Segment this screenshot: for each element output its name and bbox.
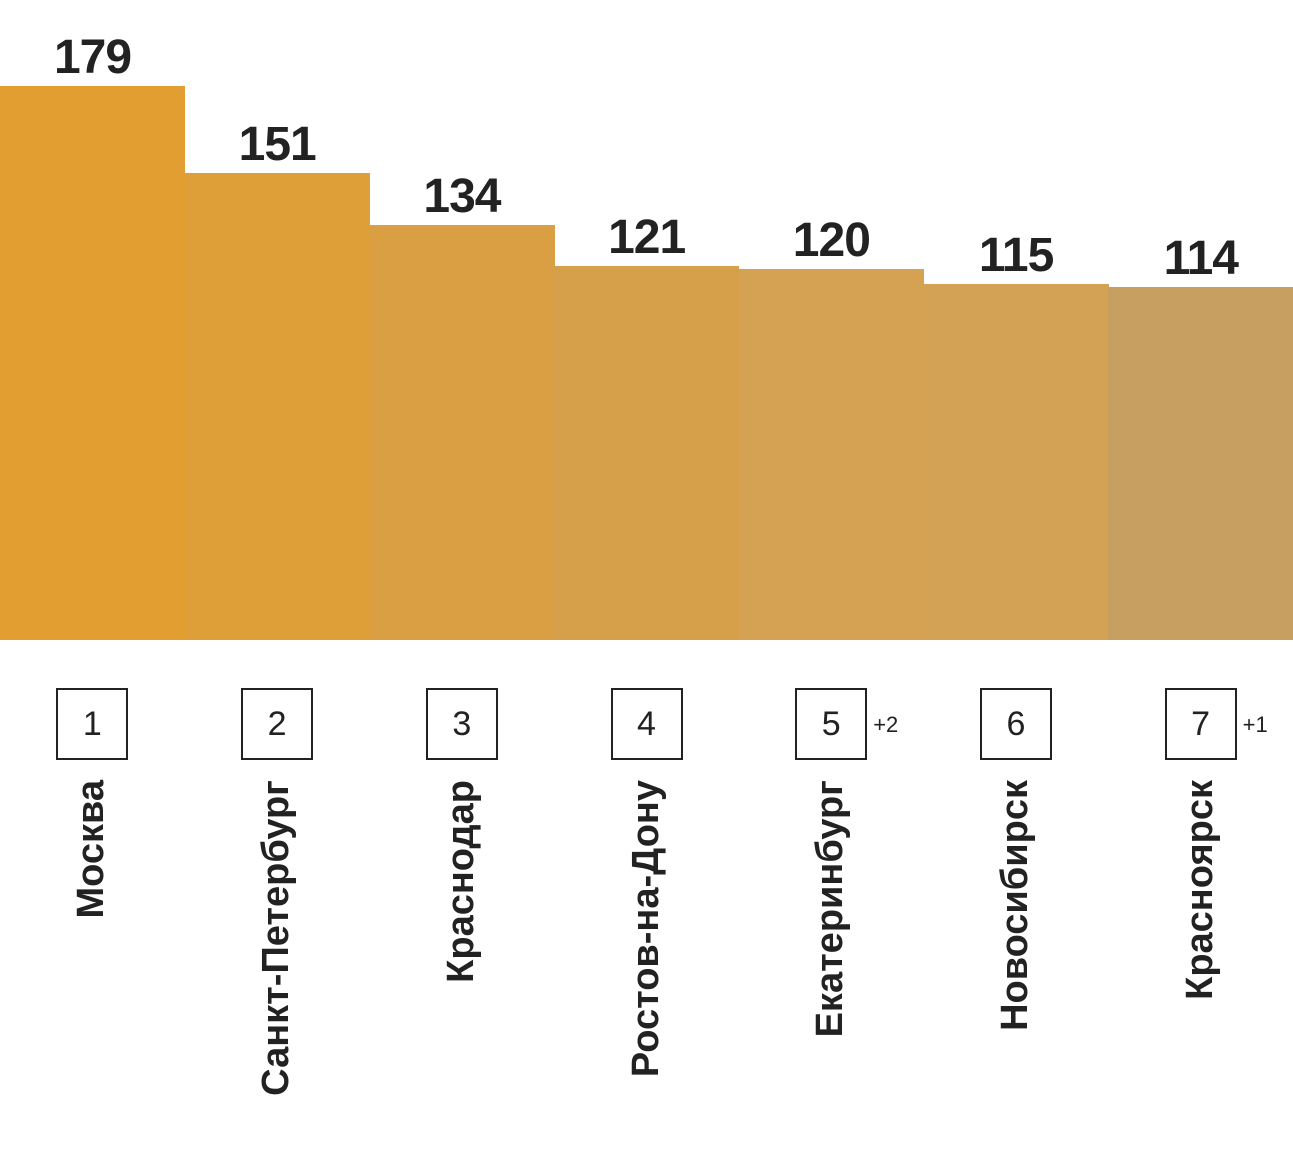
rank-box: 7 xyxy=(1164,688,1237,760)
bar xyxy=(184,172,370,640)
data-label: 179 xyxy=(53,31,132,84)
bar xyxy=(369,225,555,640)
data-label: 114 xyxy=(1163,232,1239,286)
category-label: Ростов-на-Дону xyxy=(624,780,667,1078)
rank-box: 6 xyxy=(979,688,1052,760)
bar xyxy=(738,268,925,640)
rank-box: 5 xyxy=(795,688,868,760)
rank-box: 1 xyxy=(56,688,129,760)
bar xyxy=(1108,287,1293,640)
rank-box: 3 xyxy=(425,688,498,760)
rank-change: +1 xyxy=(1242,712,1268,737)
bar xyxy=(0,86,186,640)
rank-change: +2 xyxy=(873,712,899,737)
data-label: 121 xyxy=(608,210,686,264)
category-label: Новосибирск xyxy=(993,780,1036,1031)
bar xyxy=(554,265,740,640)
data-label: 120 xyxy=(792,213,871,267)
bar xyxy=(923,284,1109,640)
category-label: Красноярск xyxy=(1178,780,1221,1000)
category-label: Санкт-Петербург xyxy=(255,780,298,1096)
data-label: 115 xyxy=(978,229,1054,283)
data-label: 134 xyxy=(423,170,501,224)
category-label: Краснодар xyxy=(439,780,482,983)
category-label: Москва xyxy=(70,780,113,919)
rank-box: 4 xyxy=(610,688,683,760)
category-label: Екатеринбург xyxy=(809,780,852,1038)
rank-box: 2 xyxy=(241,688,314,760)
data-label: 151 xyxy=(238,117,317,171)
